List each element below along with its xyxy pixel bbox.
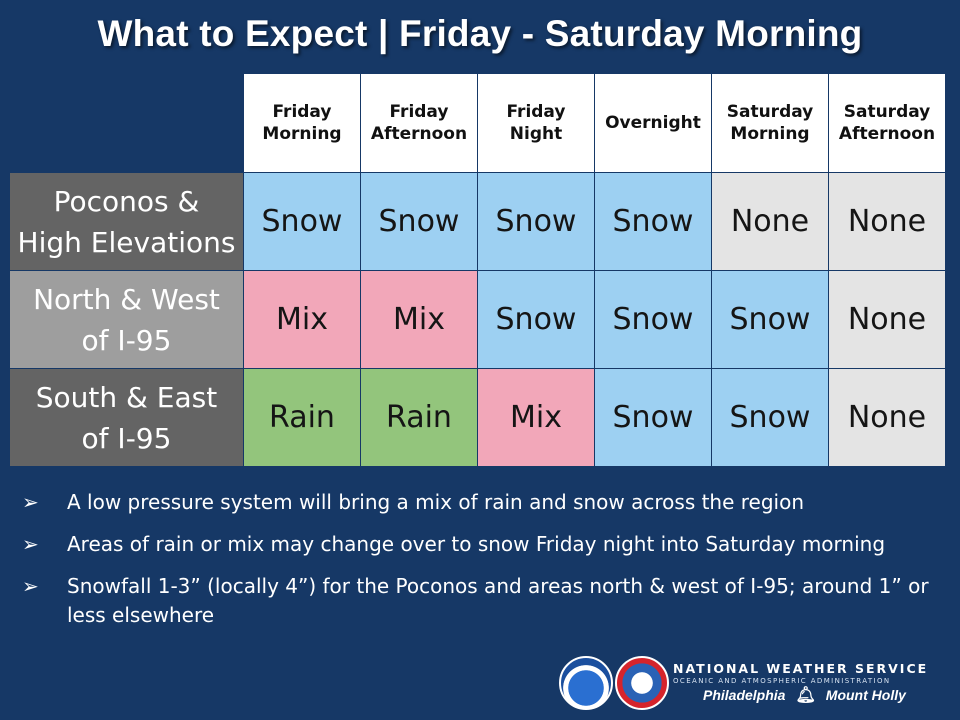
precip-type-cell: Snow — [711, 368, 829, 467]
table-header-row: Friday Morning Friday Afternoon Friday Nigh… — [9, 73, 946, 173]
office-right: Mount Holly — [825, 687, 906, 703]
precip-type-cell: Snow — [360, 172, 478, 271]
bullet-item: ➢ Areas of rain or mix may change over to… — [22, 530, 942, 559]
bullet-text: Snowfall 1-3” (locally 4”) for the Pocon… — [67, 574, 929, 627]
table-row: North & West of I-95 Mix Mix Snow Snow Snow Non… — [9, 270, 946, 369]
precip-type-cell: None — [828, 368, 946, 467]
column-header: Friday Morning — [243, 73, 361, 173]
precip-type-cell: None — [828, 270, 946, 369]
bullet-list: ➢ A low pressure system will bring a mix … — [22, 488, 942, 643]
precip-type-cell: None — [828, 172, 946, 271]
precip-type-cell: Snow — [594, 270, 712, 369]
table-row: Poconos & High Elevations Snow Snow Snow Snow… — [9, 172, 946, 271]
column-header: Overnight — [594, 73, 712, 173]
bullet-item: ➢ Snowfall 1-3” (locally 4”) for the Poco… — [22, 572, 942, 630]
table-row: South & East of I-95 Rain Rain Mix Snow Snow No… — [9, 368, 946, 467]
forecast-table: Friday Morning Friday Afternoon Friday Nigh… — [9, 73, 946, 467]
column-header: Friday Afternoon — [360, 73, 478, 173]
arrow-bullet-icon: ➢ — [22, 574, 39, 598]
precip-type-cell: Mix — [360, 270, 478, 369]
noaa-logo-icon — [559, 656, 613, 710]
liberty-bell-icon: 🔔︎ — [795, 687, 816, 704]
agency-name: NATIONAL WEATHER SERVICE — [673, 661, 929, 676]
office-left: Philadelphia — [703, 687, 786, 703]
page-title: What to Expect | Friday - Saturday Morni… — [97, 13, 863, 54]
arrow-bullet-icon: ➢ — [22, 490, 39, 514]
precip-type-cell: Mix — [477, 368, 595, 467]
region-label: Poconos & High Elevations — [9, 172, 244, 271]
office-names: Philadelphia 🔔︎ Mount Holly — [703, 685, 906, 705]
arrow-bullet-icon: ➢ — [22, 532, 39, 556]
precip-type-cell: Snow — [243, 172, 361, 271]
precip-type-cell: Snow — [711, 270, 829, 369]
nws-logo-icon — [615, 656, 669, 710]
column-header: Saturday Morning — [711, 73, 829, 173]
precip-type-cell: None — [711, 172, 829, 271]
precip-type-cell: Snow — [594, 172, 712, 271]
bullet-text: Areas of rain or mix may change over to … — [67, 532, 886, 556]
region-label: North & West of I-95 — [9, 270, 244, 369]
precip-type-cell: Rain — [360, 368, 478, 467]
table-corner — [9, 73, 244, 173]
precip-type-cell: Snow — [477, 270, 595, 369]
precip-type-cell: Mix — [243, 270, 361, 369]
precip-type-cell: Snow — [477, 172, 595, 271]
column-header: Saturday Afternoon — [828, 73, 946, 173]
bullet-text: A low pressure system will bring a mix o… — [67, 490, 805, 514]
precip-type-cell: Snow — [594, 368, 712, 467]
precip-type-cell: Rain — [243, 368, 361, 467]
region-label: South & East of I-95 — [9, 368, 244, 467]
parent-agency-name: OCEANIC AND ATMOSPHERIC ADMINISTRATION — [673, 677, 891, 685]
nws-footer: NATIONAL WEATHER SERVICE OCEANIC AND ATM… — [557, 655, 947, 715]
bullet-item: ➢ A low pressure system will bring a mix … — [22, 488, 942, 517]
column-header: Friday Night — [477, 73, 595, 173]
